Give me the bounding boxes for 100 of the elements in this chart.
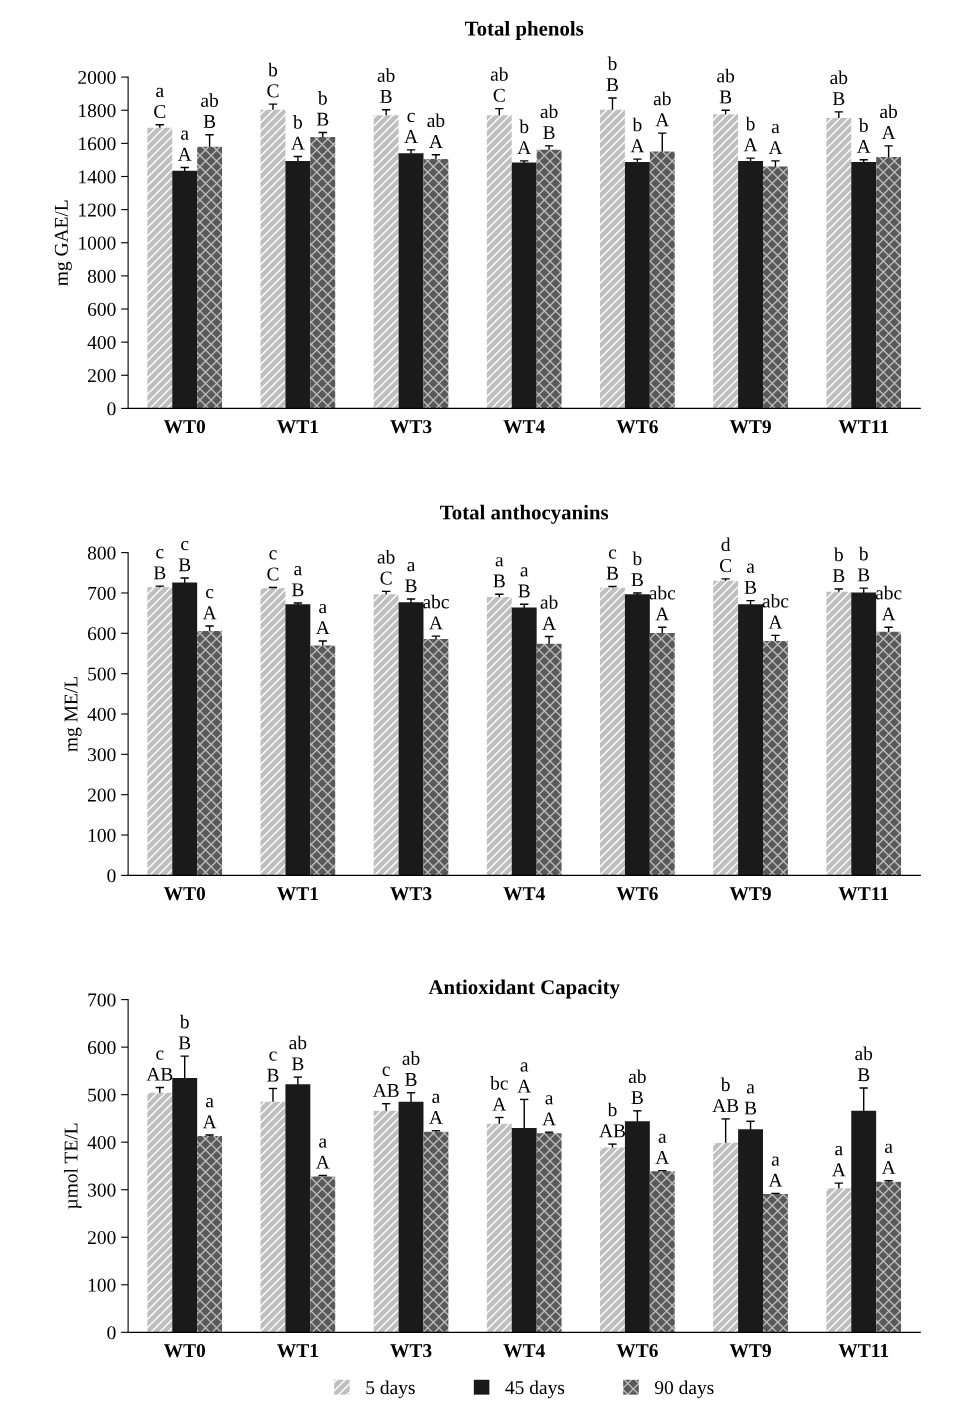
data-label: abc A	[423, 594, 449, 630]
y-tick-label: 400	[87, 1136, 116, 1150]
x-tick-label: WT6	[616, 1344, 658, 1358]
data-label: ab A	[880, 104, 898, 139]
x-tick-label: WT0	[163, 420, 206, 434]
y-tick-label: 400	[87, 707, 116, 721]
data-label: c A	[404, 112, 418, 143]
data-label: d C	[719, 537, 732, 573]
y-tick-label: 500	[88, 1088, 116, 1102]
x-tick-label: WT11	[838, 887, 889, 901]
data-label: c B	[606, 549, 619, 580]
y-tick-label: 1200	[79, 203, 116, 217]
data-label: b A	[630, 117, 645, 153]
y-tick-label: 400	[87, 335, 116, 350]
legend-label: 90 days	[654, 1380, 714, 1399]
data-label: a A	[542, 1095, 556, 1126]
x-tick-label: WT6	[616, 420, 658, 434]
y-tick-label: 300	[88, 748, 116, 762]
y-tick-label: 0	[107, 1326, 116, 1340]
y-tick-label: 200	[88, 788, 116, 802]
y-tick-label: 0	[107, 869, 116, 883]
y-tick-label: 800	[87, 269, 116, 283]
y-tick-label: 1800	[79, 104, 116, 118]
data-label: ab C	[377, 549, 395, 585]
data-label: a A	[315, 1138, 330, 1169]
x-tick-label: WT1	[277, 887, 318, 901]
y-tick-label: 300	[88, 1183, 116, 1197]
y-axis-title: mg ME/L	[64, 677, 82, 752]
data-label: abc A	[762, 593, 789, 629]
data-label: b B	[606, 56, 619, 92]
x-tick-label: WT6	[616, 887, 658, 901]
data-label: a B	[291, 566, 304, 597]
data-label: b A	[291, 115, 305, 150]
chart-title: Antioxidant Capacity	[428, 979, 620, 999]
y-tick-label: 700	[88, 586, 116, 600]
x-tick-label: WT4	[503, 887, 545, 901]
data-label: b B	[857, 546, 870, 582]
data-label: b AB	[712, 1077, 739, 1113]
chart-title: Total anthocyanins	[440, 504, 609, 524]
data-label: b B	[631, 551, 643, 587]
data-label: a A	[202, 1098, 217, 1129]
y-tick-label: 600	[87, 302, 116, 316]
data-label: b A	[856, 118, 871, 153]
y-tick-label: 0	[107, 402, 116, 416]
x-tick-label: WT11	[838, 420, 889, 434]
data-label: a B	[744, 563, 757, 594]
data-label: c C	[267, 550, 279, 581]
y-tick-label: 600	[87, 627, 116, 641]
data-label: a B	[405, 561, 417, 593]
x-tick-label: WT0	[163, 887, 206, 901]
x-tick-label: WT11	[838, 1344, 889, 1358]
data-label: ab B	[855, 1046, 873, 1082]
data-label: c B	[153, 549, 166, 580]
x-tick-label: WT1	[277, 1344, 318, 1358]
data-label: bc A	[490, 1076, 508, 1111]
data-label: ab B	[402, 1051, 420, 1086]
data-label: ab B	[628, 1069, 646, 1104]
data-label: b B	[316, 91, 329, 126]
data-label: ab B	[201, 93, 219, 128]
data-label: b A	[517, 119, 532, 155]
y-tick-label: 1600	[79, 137, 116, 151]
data-label: ab B	[540, 104, 558, 139]
y-axis-title: µmol TE/L	[63, 1123, 82, 1209]
data-label: a A	[315, 603, 330, 635]
data-label: b B	[832, 547, 845, 583]
data-label: c A	[202, 588, 217, 620]
y-tick-label: 200	[88, 369, 116, 383]
data-label: b C	[267, 62, 279, 98]
data-label: b AB	[599, 1102, 626, 1138]
y-tick-label: 1000	[79, 236, 116, 250]
data-label: abc A	[875, 585, 902, 621]
data-label: c AB	[146, 1050, 173, 1081]
data-label: abc A	[649, 585, 676, 621]
y-tick-label: 500	[88, 667, 116, 681]
data-label: c AB	[372, 1066, 399, 1097]
data-label: ab B	[377, 68, 395, 103]
y-tick-label: 2000	[78, 70, 116, 85]
chart-title: Total phenols	[464, 20, 584, 40]
y-tick-label: 600	[87, 1040, 116, 1055]
y-tick-label: 700	[88, 993, 116, 1007]
data-label: ab A	[653, 91, 671, 127]
x-tick-label: WT9	[729, 420, 771, 434]
data-label: ab A	[540, 595, 558, 630]
data-label: a A	[429, 1093, 443, 1124]
data-label: a B	[493, 557, 505, 588]
data-label: a A	[831, 1146, 846, 1177]
data-label: a A	[768, 123, 783, 155]
y-tick-label: 100	[88, 828, 116, 842]
legend-label: 5 days	[366, 1380, 415, 1399]
y-tick-label: 200	[88, 1231, 116, 1245]
data-label: a A	[768, 1156, 783, 1187]
y-tick-label: 800	[87, 546, 116, 560]
data-label: c B	[178, 540, 191, 572]
data-label: a A	[517, 1062, 532, 1093]
data-label: a B	[744, 1084, 757, 1115]
x-tick-label: WT4	[503, 1344, 545, 1358]
data-label: a B	[518, 567, 530, 598]
legend-label: 45 days	[505, 1380, 565, 1399]
x-tick-label: WT0	[163, 1344, 206, 1358]
y-tick-label: 100	[88, 1278, 116, 1292]
